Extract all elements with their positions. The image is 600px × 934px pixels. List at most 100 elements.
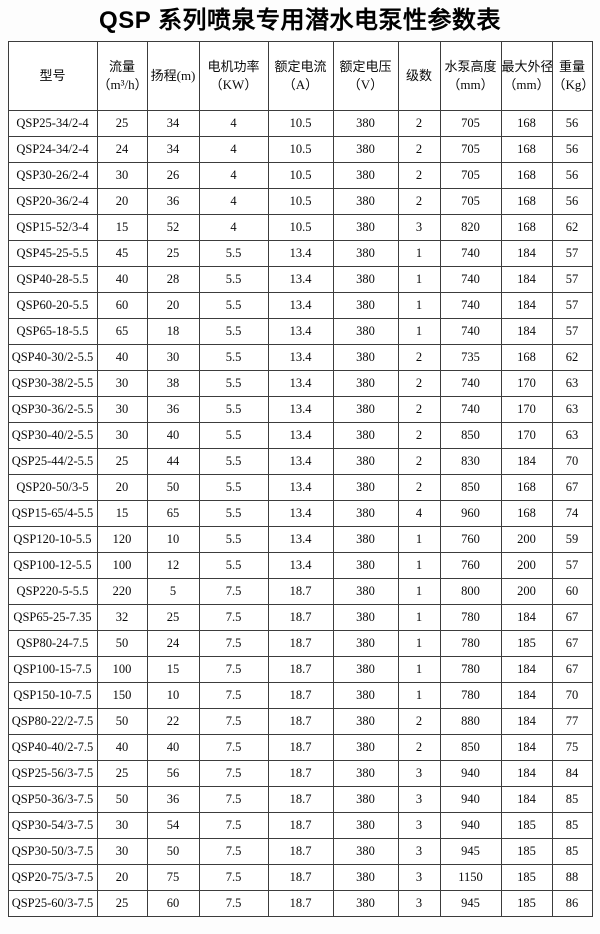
cell-stages: 1 [397,525,441,553]
table-row: QSP65-18-5.5 65 18 5.5 13.4 380 1 740 184 57 [7,317,593,345]
cell-pump_height: 880 [439,707,502,735]
table-row: QSP150-10-7.5 150 10 7.5 18.7 380 1 780 184 70 [7,681,593,709]
cell-flow: 100 [96,655,148,683]
cell-max_od: 184 [500,265,553,293]
cell-weight: 62 [551,213,593,241]
cell-head: 36 [146,785,200,813]
cell-voltage: 380 [332,889,399,917]
cell-pump_height: 705 [439,187,502,215]
cell-pump_height: 940 [439,759,502,787]
cell-voltage: 380 [332,785,399,813]
cell-power: 5.5 [198,343,269,371]
cell-pump_height: 800 [439,577,502,605]
cell-stages: 3 [397,863,441,891]
cell-flow: 30 [96,811,148,839]
column-unit: （m³/h） [97,76,147,92]
cell-stages: 1 [397,317,441,345]
cell-head: 50 [146,837,200,865]
cell-power: 5.5 [198,317,269,345]
cell-head: 12 [146,551,200,579]
cell-weight: 60 [551,577,593,605]
cell-current: 18.7 [267,785,334,813]
cell-flow: 65 [96,317,148,345]
cell-weight: 62 [551,343,593,371]
cell-flow: 25 [96,759,148,787]
cell-power: 4 [198,161,269,189]
cell-max_od: 184 [500,759,553,787]
cell-weight: 67 [551,655,593,683]
column-header-voltage: 额定电压 （V） [332,40,399,111]
table-row: QSP40-30/2-5.5 40 30 5.5 13.4 380 2 735 168 62 [7,343,593,371]
cell-model: QSP45-25-5.5 [7,239,98,267]
cell-current: 13.4 [267,447,334,475]
cell-model: QSP30-40/2-5.5 [7,421,98,449]
column-label: 扬程(m) [150,68,196,84]
cell-weight: 74 [551,499,593,527]
cell-head: 15 [146,655,200,683]
cell-voltage: 380 [332,291,399,319]
cell-voltage: 380 [332,759,399,787]
cell-voltage: 380 [332,213,399,241]
cell-max_od: 184 [500,317,553,345]
cell-max_od: 168 [500,343,553,371]
cell-pump_height: 705 [439,135,502,163]
cell-voltage: 380 [332,577,399,605]
cell-model: QSP30-54/3-7.5 [7,811,98,839]
table-row: QSP50-36/3-7.5 50 36 7.5 18.7 380 3 940 184 85 [7,785,593,813]
cell-current: 13.4 [267,239,334,267]
table-row: QSP15-52/3-4 15 52 4 10.5 380 3 820 168 62 [7,213,593,241]
column-unit: （mm） [503,76,550,92]
table-row: QSP40-40/2-7.5 40 40 7.5 18.7 380 2 850 184 75 [7,733,593,761]
cell-voltage: 380 [332,239,399,267]
cell-voltage: 380 [332,265,399,293]
cell-power: 7.5 [198,577,269,605]
cell-max_od: 200 [500,577,553,605]
cell-stages: 2 [397,109,441,137]
cell-pump_height: 820 [439,213,502,241]
table-row: QSP25-56/3-7.5 25 56 7.5 18.7 380 3 940 184 84 [7,759,593,787]
cell-stages: 3 [397,837,441,865]
cell-weight: 56 [551,161,593,189]
cell-head: 18 [146,317,200,345]
cell-max_od: 185 [500,863,553,891]
cell-power: 4 [198,109,269,137]
cell-power: 7.5 [198,759,269,787]
cell-model: QSP40-28-5.5 [7,265,98,293]
cell-power: 4 [198,187,269,215]
cell-pump_height: 960 [439,499,502,527]
cell-max_od: 185 [500,837,553,865]
column-header-max_od: 最大外径 （mm） [500,40,553,111]
cell-weight: 85 [551,811,593,839]
cell-stages: 1 [397,655,441,683]
cell-pump_height: 740 [439,369,502,397]
cell-stages: 1 [397,577,441,605]
cell-power: 5.5 [198,265,269,293]
cell-current: 13.4 [267,369,334,397]
cell-stages: 3 [397,759,441,787]
table-row: QSP30-50/3-7.5 30 50 7.5 18.7 380 3 945 185 85 [7,837,593,865]
cell-power: 5.5 [198,239,269,267]
cell-flow: 50 [96,785,148,813]
cell-weight: 56 [551,187,593,215]
cell-model: QSP25-56/3-7.5 [7,759,98,787]
cell-model: QSP25-44/2-5.5 [7,447,98,475]
table-row: QSP80-24-7.5 50 24 7.5 18.7 380 1 780 185 67 [7,629,593,657]
cell-voltage: 380 [332,499,399,527]
cell-pump_height: 780 [439,629,502,657]
cell-flow: 220 [96,577,148,605]
cell-flow: 20 [96,187,148,215]
cell-flow: 40 [96,265,148,293]
cell-current: 18.7 [267,863,334,891]
cell-max_od: 168 [500,109,553,137]
cell-current: 18.7 [267,577,334,605]
cell-weight: 67 [551,603,593,631]
cell-max_od: 184 [500,655,553,683]
column-unit: （A） [282,76,319,92]
cell-flow: 25 [96,447,148,475]
cell-weight: 56 [551,109,593,137]
cell-flow: 40 [96,343,148,371]
cell-current: 13.4 [267,499,334,527]
cell-max_od: 184 [500,681,553,709]
cell-pump_height: 740 [439,239,502,267]
cell-flow: 15 [96,499,148,527]
